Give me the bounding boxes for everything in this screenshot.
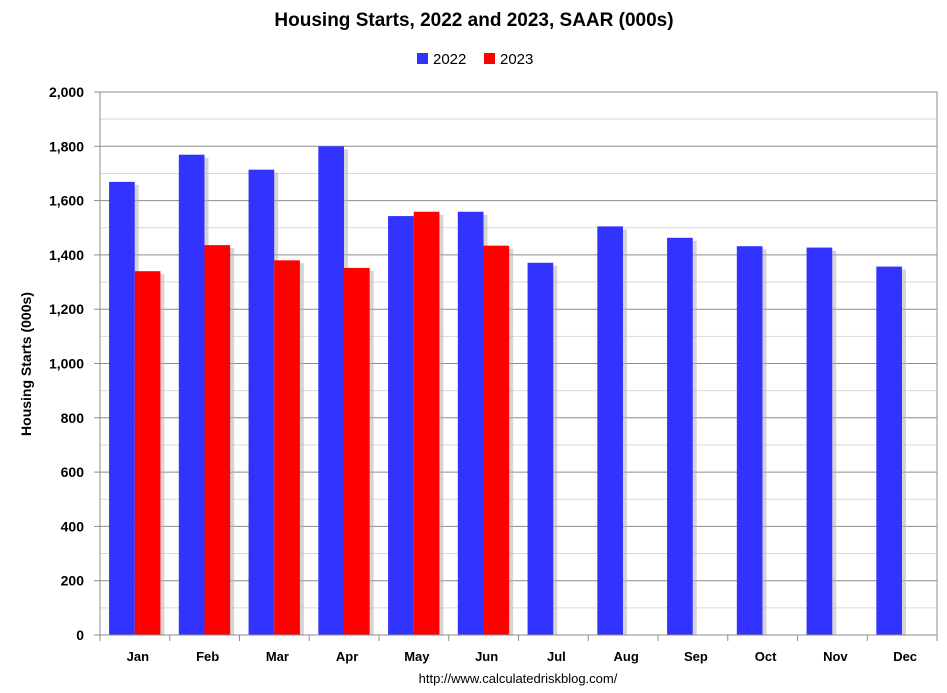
legend-swatch-2022 [417, 53, 428, 64]
x-tick-label: Jan [127, 649, 149, 664]
bar-2022-mar [248, 169, 275, 636]
x-tick-label: Oct [755, 649, 777, 664]
source-note: http://www.calculatedriskblog.com/ [419, 671, 618, 686]
y-tick-label: 1,200 [49, 301, 84, 317]
y-tick-label: 600 [61, 464, 85, 480]
y-tick-label: 1,800 [49, 138, 84, 154]
y-tick-label: 200 [61, 573, 85, 589]
bars [109, 146, 902, 636]
bar-2022-jun [457, 211, 484, 635]
x-tick-label: Apr [336, 649, 358, 664]
bar-2022-may [388, 216, 414, 635]
x-tick-label: Mar [266, 649, 289, 664]
y-axis: 0 200 400 600 800 1,000 1,200 1,400 1,600 1,800 2,… [49, 84, 101, 643]
y-tick-label: 1,600 [49, 193, 84, 209]
bar-2023-may [413, 211, 440, 635]
x-axis: Jan Feb Mar Apr May Jun Jul Aug Sep Oct Nov Dec [99, 634, 938, 664]
bar-2022-dec [876, 266, 902, 635]
bar-2022-sep [667, 237, 693, 635]
y-tick-label: 0 [76, 627, 84, 643]
bar-2023-apr [343, 267, 370, 635]
x-tick-label: Nov [823, 649, 848, 664]
legend-label-2023: 2023 [500, 51, 533, 68]
bar-2023-feb [204, 245, 231, 635]
bar-2022-aug [597, 226, 623, 635]
y-tick-label: 1,400 [49, 247, 84, 263]
bar-2023-jun [483, 245, 510, 635]
bar-2022-oct [736, 246, 763, 635]
bar-2022-feb [178, 154, 205, 636]
bar-2023-mar [274, 260, 300, 635]
y-tick-label: 800 [61, 410, 85, 426]
y-tick-label: 1,000 [49, 356, 84, 372]
legend-swatch-2023 [484, 53, 495, 64]
bar-2023-jan [134, 271, 161, 635]
legend: 2022 2023 [417, 51, 533, 68]
bar-2022-nov [806, 247, 833, 635]
x-tick-label: Sep [684, 649, 708, 664]
y-tick-label: 400 [61, 518, 85, 534]
x-tick-label: Aug [613, 649, 638, 664]
x-tick-label: Jun [475, 649, 498, 664]
x-tick-label: May [404, 649, 430, 664]
x-tick-label: Jul [547, 649, 566, 664]
gridlines [100, 118, 937, 609]
chart-title: Housing Starts, 2022 and 2023, SAAR (000… [274, 10, 673, 31]
bar-2022-jul [527, 262, 554, 635]
x-tick-label: Feb [196, 649, 219, 664]
legend-label-2022: 2022 [433, 51, 466, 68]
y-tick-label: 2,000 [49, 84, 84, 100]
bar-2022-apr [318, 146, 344, 636]
x-tick-label: Dec [893, 649, 917, 664]
bar-2022-jan [109, 181, 135, 635]
y-axis-label: Housing Starts (000s) [18, 292, 34, 436]
